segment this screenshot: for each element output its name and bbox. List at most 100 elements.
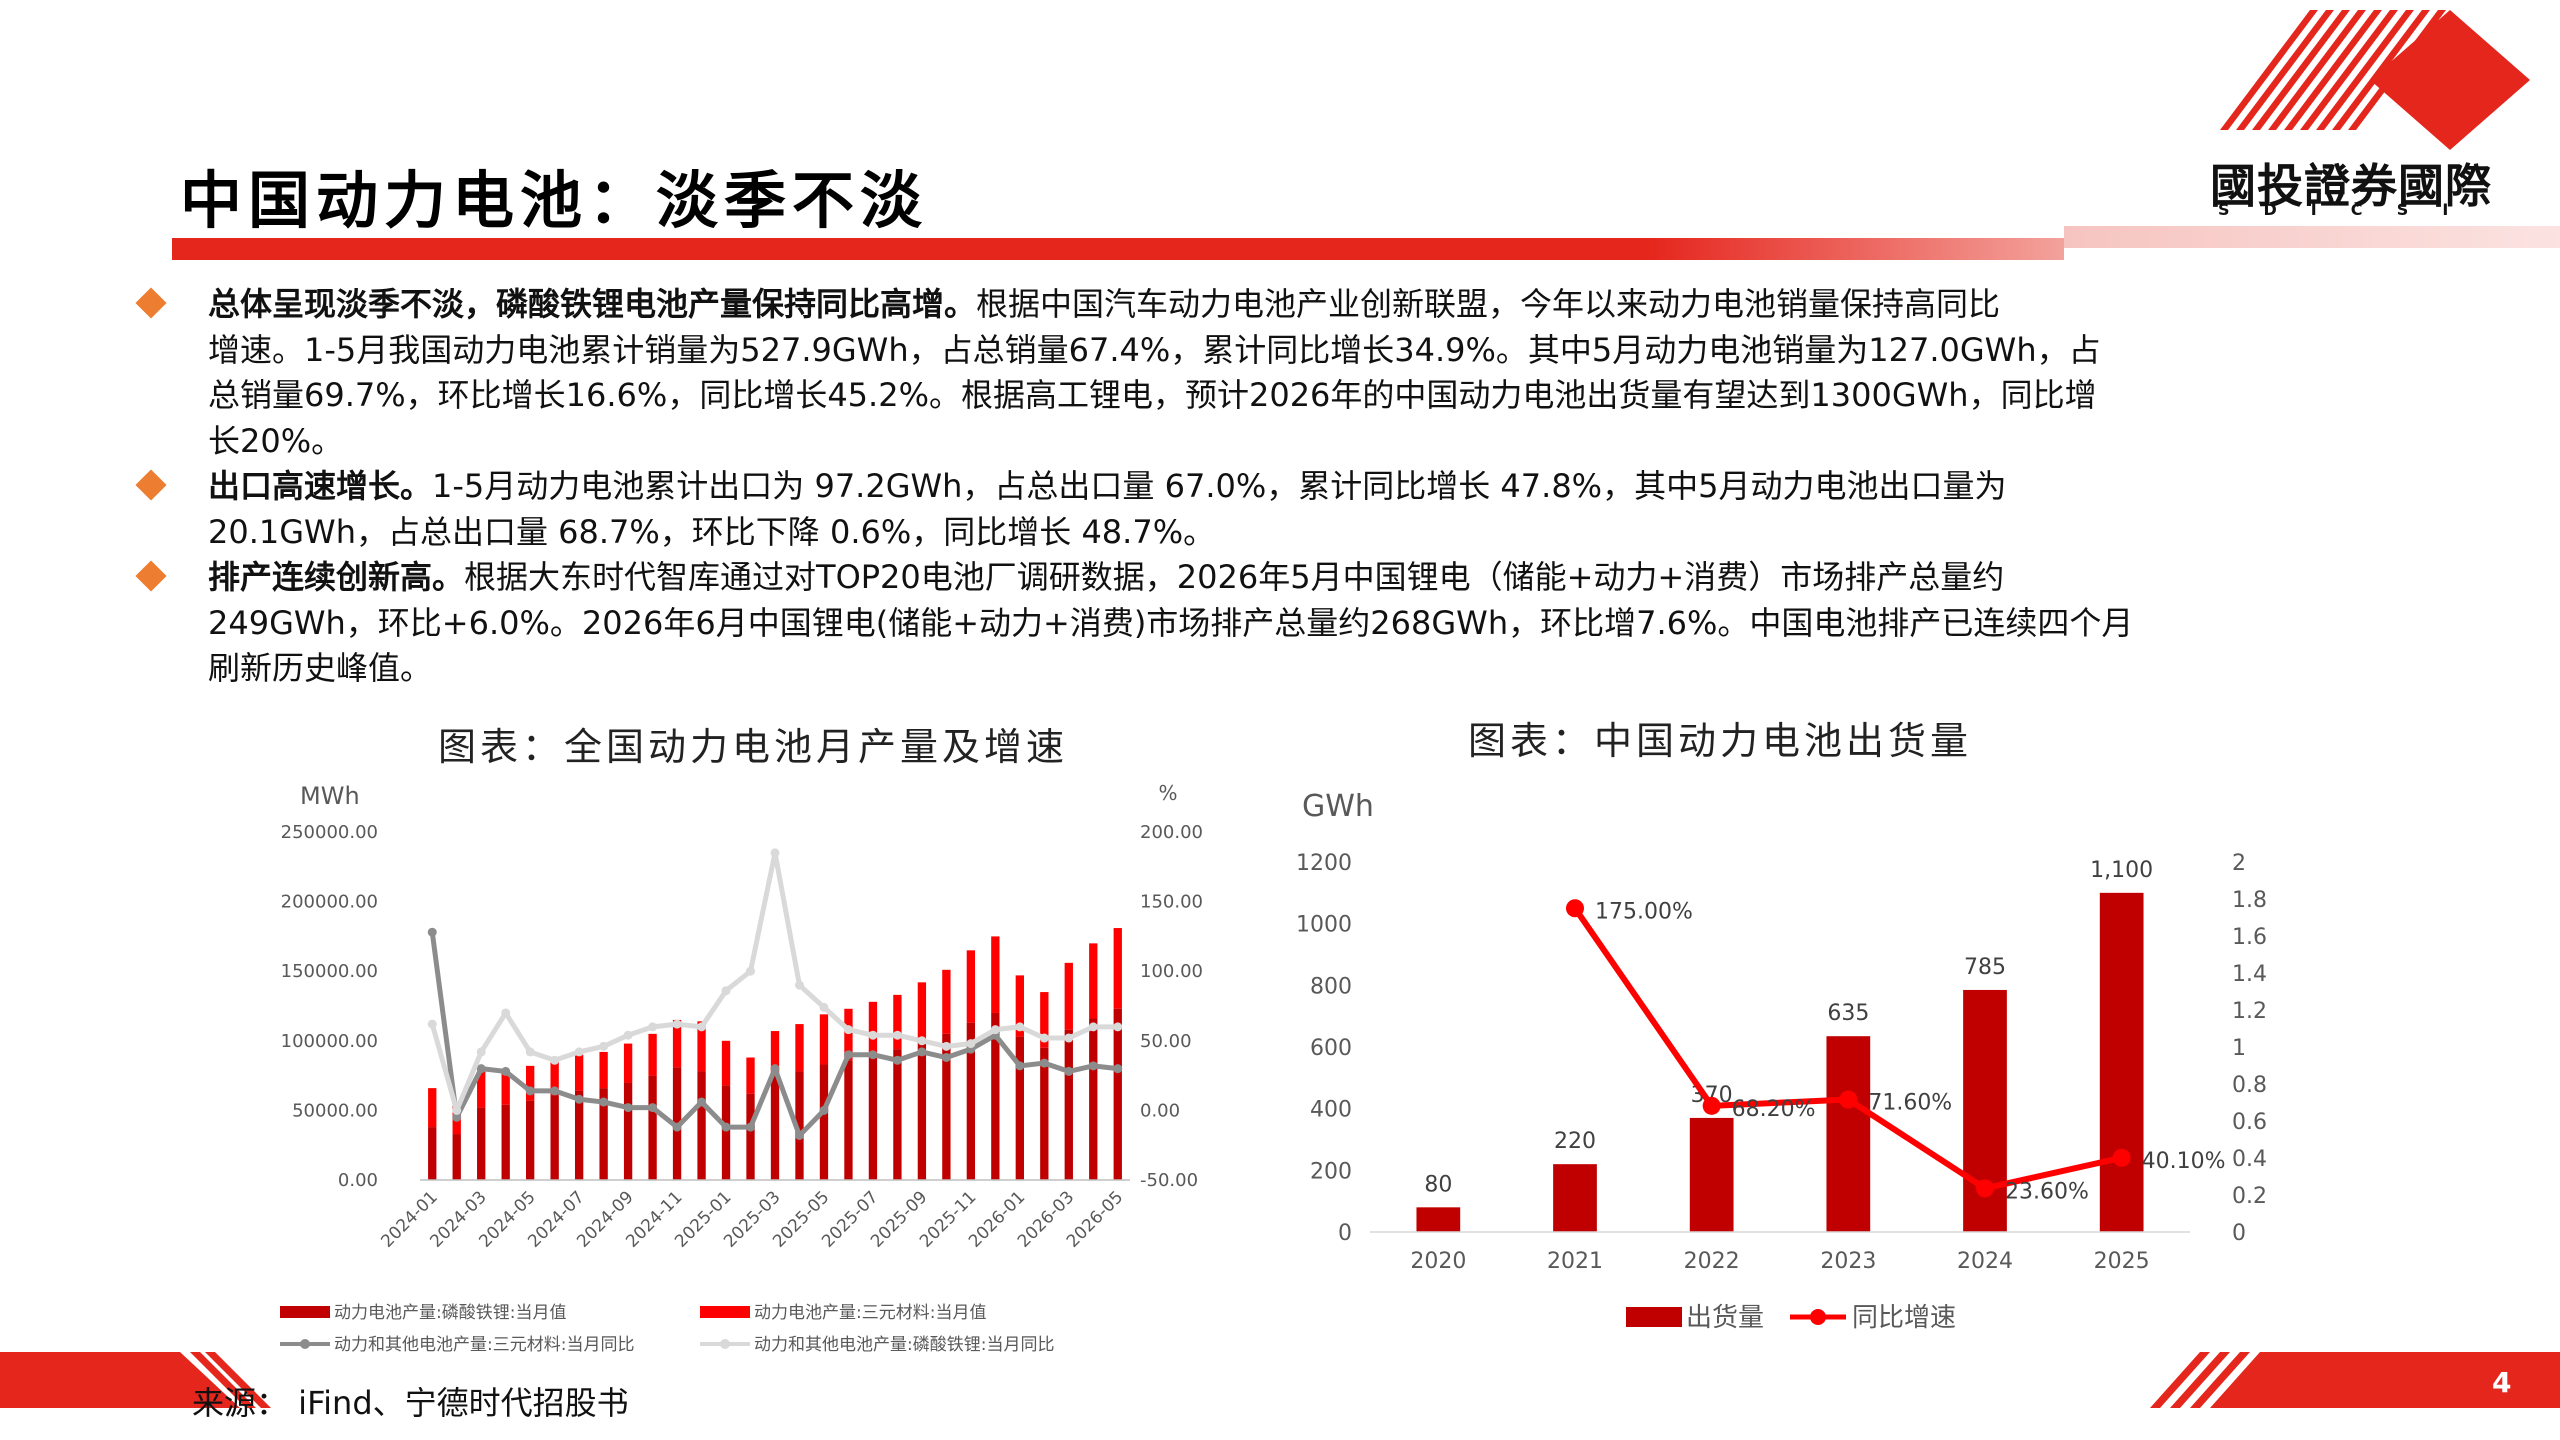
- y-tick-label: 800: [1310, 974, 1352, 999]
- bar-shipment: [1416, 1207, 1461, 1232]
- logo-stripe: [2300, 10, 2398, 130]
- legend-swatch-marker: [300, 1339, 310, 1349]
- bar-lfp: [526, 1100, 535, 1180]
- series-point: [941, 1053, 951, 1063]
- bullet-text: 根据中国汽车动力电池产业创新联盟，今年以来动力电池销量保持高同比: [976, 285, 2001, 323]
- logo-stripe: [2332, 10, 2430, 130]
- series-point: [770, 1064, 780, 1074]
- series-point: [550, 1086, 560, 1096]
- bar-lfp: [452, 1134, 461, 1180]
- series-point: [770, 848, 780, 858]
- bar-lfp: [844, 1060, 853, 1180]
- y-tick-label: 1000: [1296, 913, 1352, 938]
- x-tick-label: 2021: [1547, 1249, 1603, 1274]
- series-point: [476, 1047, 486, 1057]
- bullet-text: 长20%。: [208, 421, 344, 460]
- legend-label: 同比增速: [1852, 1303, 1956, 1333]
- line-data-label: 68.20%: [1732, 1097, 1816, 1122]
- bar-lfp: [1040, 1047, 1049, 1180]
- x-tick-label: 2020: [1410, 1249, 1466, 1274]
- chart-1-title: 图表：全国动力电池月产量及增速: [438, 725, 1069, 769]
- bullet-text: 根据大东时代智库通过对TOP20电池厂调研数据，2026年5月中国锂电（储能+动…: [464, 558, 2005, 596]
- bar-ternary: [697, 1021, 706, 1072]
- series-point: [843, 1025, 853, 1035]
- bar-lfp: [942, 1033, 951, 1180]
- title-underline-bar: [172, 238, 2064, 260]
- bar-ternary: [1064, 962, 1073, 1030]
- bar-lfp: [819, 1064, 829, 1180]
- page-title: 中国动力电池：淡季不淡: [180, 164, 929, 237]
- bar-ternary: [477, 1071, 486, 1108]
- y-tick-label: 250000.00: [281, 822, 378, 843]
- series-point: [892, 1030, 902, 1040]
- legend-swatch: [280, 1306, 330, 1318]
- series-point: [672, 1122, 682, 1132]
- y2-tick-label: 100.00: [1140, 961, 1203, 982]
- y-tick-label: 200: [1310, 1159, 1352, 1184]
- series-point: [623, 1103, 633, 1113]
- y2-tick-label: 1: [2232, 1036, 2246, 1061]
- bar-lfp: [1089, 1018, 1098, 1180]
- series-point: [648, 1022, 658, 1032]
- bar-ternary: [428, 1088, 437, 1128]
- bar-lfp: [697, 1071, 706, 1180]
- series-point: [501, 1066, 511, 1076]
- growth-point: [1702, 1096, 1721, 1115]
- y2-tick-label: 1.6: [2232, 925, 2267, 950]
- bar-lfp: [1064, 1029, 1073, 1180]
- series-point: [1015, 1061, 1025, 1071]
- y2-tick-label: 0.8: [2232, 1073, 2267, 1098]
- line-data-label: 71.60%: [1868, 1091, 1952, 1116]
- growth-point: [1976, 1179, 1994, 1198]
- footer-bar: [0, 1352, 2560, 1408]
- y2-tick-label: 200.00: [1140, 822, 1203, 843]
- bar-ternary: [1040, 992, 1049, 1048]
- series-point: [794, 980, 804, 990]
- bar-ternary: [991, 936, 1000, 1013]
- logo-stripe: [2316, 10, 2414, 130]
- legend-swatch: [1626, 1307, 1682, 1327]
- series-point: [1039, 1058, 1049, 1068]
- bullet-text: 249GWh，环比+6.0%。2026年6月中国锂电(储能+动力+消费)市场排产…: [208, 603, 2134, 642]
- x-tick-label: 2022: [1684, 1249, 1740, 1274]
- bullet-heading: 排产连续创新高。: [208, 558, 465, 596]
- bar-lfp: [428, 1127, 437, 1180]
- y-tick-label: 0.00: [338, 1170, 378, 1191]
- y2-tick-label: 0.2: [2232, 1184, 2267, 1209]
- bar-ternary: [819, 1014, 829, 1065]
- bar-lfp: [599, 1088, 608, 1180]
- y2-tick-label: 0.6: [2232, 1110, 2267, 1135]
- y2-tick-label: 1.8: [2232, 888, 2267, 913]
- series-point: [868, 1050, 878, 1060]
- bar-ternary: [501, 1070, 510, 1105]
- bar-shipment: [2099, 892, 2144, 1232]
- growth-point: [2112, 1148, 2131, 1167]
- legend-label: 动力和其他电池产量:三元材料:当月同比: [334, 1335, 634, 1355]
- shipment-chart: GWh 0 200 400 600 800 1000 1200 0 0.2 0.4 0.6 0.8 1 1.…: [1296, 789, 2267, 1333]
- brand-logo: [2220, 10, 2530, 150]
- bar-ternary: [1015, 975, 1024, 1037]
- bullet-list: 总体呈现淡季不淡，磷酸铁锂电池产量保持同比高增。根据中国汽车动力电池产业创新联盟…: [135, 282, 2320, 692]
- bullet-text: 增速。1-5月我国动力电池累计销量为527.9GWh，占总销量67.4%，累计同…: [208, 330, 2101, 369]
- chart-2-title: 图表：中国动力电池出货量: [1468, 719, 1973, 763]
- series-point: [1064, 1033, 1074, 1043]
- series-point: [672, 1019, 682, 1029]
- series-point: [966, 1039, 976, 1049]
- diamond-bullet-icon: [135, 560, 167, 592]
- series-point: [476, 1064, 486, 1074]
- series-point: [819, 1105, 829, 1115]
- y2-tick-label: 0: [2232, 1221, 2246, 1246]
- series-point: [427, 1019, 437, 1029]
- series-point: [721, 1122, 731, 1132]
- bar-lfp: [795, 1071, 804, 1180]
- y2-tick-label: 50.00: [1140, 1031, 1192, 1052]
- series-point: [1064, 1066, 1074, 1076]
- bar-ternary: [550, 1058, 559, 1096]
- y2-tick-label: 2: [2232, 851, 2246, 876]
- page-number: 4: [2492, 1366, 2512, 1399]
- bullet-item: 出口高速增长。1-5月动力电池累计出口为 97.2GWh，占总出口量 67.0%…: [135, 464, 2320, 555]
- y2-tick-label: -50.00: [1140, 1170, 1198, 1191]
- logo-text-en: SDICSI: [2218, 200, 2483, 219]
- legend-swatch-marker: [1810, 1309, 1826, 1325]
- growth-point: [1839, 1090, 1858, 1109]
